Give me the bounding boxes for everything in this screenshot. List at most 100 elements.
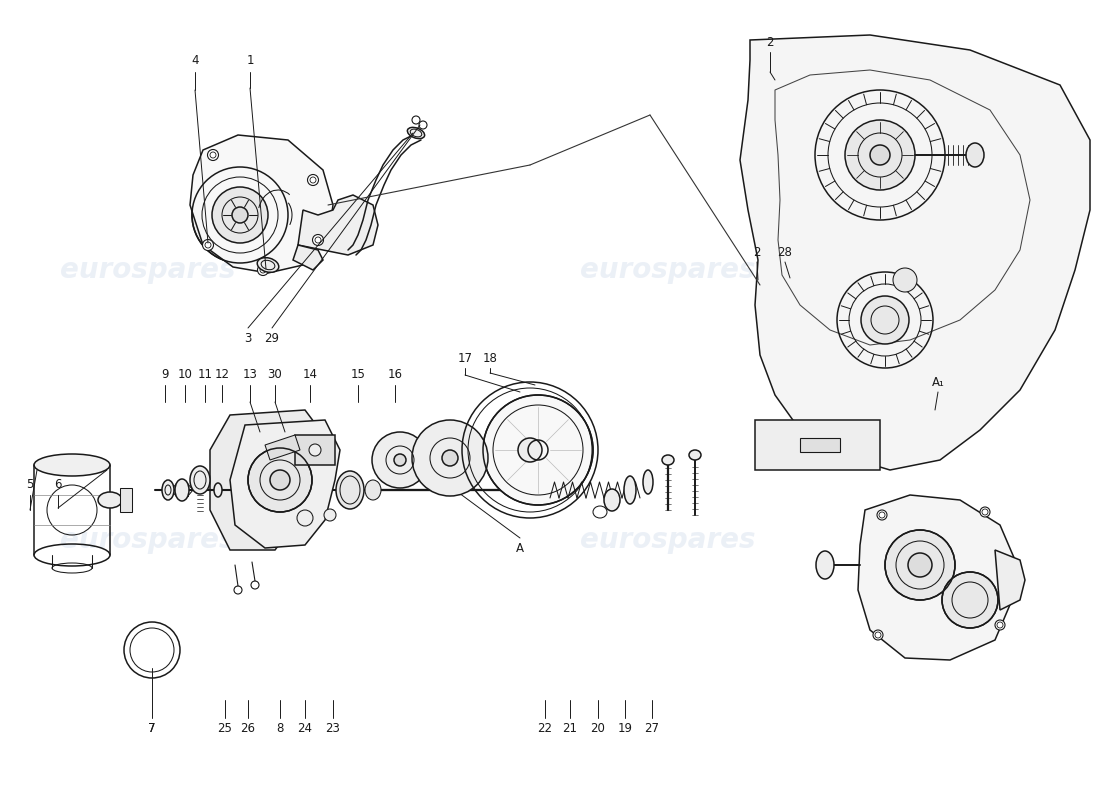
Text: 11: 11 xyxy=(198,369,212,382)
Circle shape xyxy=(208,150,219,161)
Circle shape xyxy=(873,630,883,640)
Ellipse shape xyxy=(624,476,636,504)
Text: 4: 4 xyxy=(191,54,199,66)
Ellipse shape xyxy=(175,479,189,501)
Ellipse shape xyxy=(98,492,122,508)
Circle shape xyxy=(372,432,428,488)
Circle shape xyxy=(845,120,915,190)
Text: 3: 3 xyxy=(244,331,252,345)
Circle shape xyxy=(412,420,488,496)
Polygon shape xyxy=(740,35,1090,470)
Polygon shape xyxy=(120,488,132,512)
Circle shape xyxy=(202,239,213,250)
Text: 14: 14 xyxy=(302,369,318,382)
Polygon shape xyxy=(293,245,323,270)
Polygon shape xyxy=(800,438,840,452)
Circle shape xyxy=(257,265,268,275)
Ellipse shape xyxy=(604,489,620,511)
Text: 7: 7 xyxy=(148,722,156,734)
Circle shape xyxy=(192,167,288,263)
Polygon shape xyxy=(265,435,300,460)
Text: 13: 13 xyxy=(243,369,257,382)
Text: 2: 2 xyxy=(754,246,761,258)
Text: 1: 1 xyxy=(246,54,254,66)
Text: 12: 12 xyxy=(214,369,230,382)
Circle shape xyxy=(980,507,990,517)
Circle shape xyxy=(412,116,420,124)
Circle shape xyxy=(212,187,268,243)
Circle shape xyxy=(942,572,998,628)
Text: eurospares: eurospares xyxy=(580,256,756,284)
Ellipse shape xyxy=(257,258,278,272)
Ellipse shape xyxy=(336,471,364,509)
Text: 15: 15 xyxy=(351,369,365,382)
Text: 20: 20 xyxy=(591,722,605,734)
Text: 16: 16 xyxy=(387,369,403,382)
Ellipse shape xyxy=(162,480,174,500)
Polygon shape xyxy=(858,495,1015,660)
Circle shape xyxy=(861,296,909,344)
Text: 2: 2 xyxy=(767,35,773,49)
Text: 18: 18 xyxy=(483,351,497,365)
Circle shape xyxy=(309,444,321,456)
Text: 22: 22 xyxy=(538,722,552,734)
Circle shape xyxy=(419,121,427,129)
Text: 28: 28 xyxy=(778,246,792,258)
Circle shape xyxy=(996,620,1005,630)
Ellipse shape xyxy=(689,450,701,460)
Polygon shape xyxy=(190,135,333,273)
Ellipse shape xyxy=(662,455,674,465)
Circle shape xyxy=(251,581,258,589)
Circle shape xyxy=(442,450,458,466)
Circle shape xyxy=(518,438,542,462)
Polygon shape xyxy=(295,435,336,465)
Circle shape xyxy=(837,272,933,368)
Circle shape xyxy=(248,448,312,512)
Circle shape xyxy=(297,510,313,526)
Ellipse shape xyxy=(34,454,110,476)
Circle shape xyxy=(815,90,945,220)
Text: 7: 7 xyxy=(148,722,156,734)
Ellipse shape xyxy=(966,143,984,167)
Text: eurospares: eurospares xyxy=(580,526,756,554)
Text: 10: 10 xyxy=(177,369,192,382)
Text: 8: 8 xyxy=(276,722,284,734)
Ellipse shape xyxy=(816,551,834,579)
Ellipse shape xyxy=(344,477,362,503)
Text: 5: 5 xyxy=(26,478,34,491)
Text: 19: 19 xyxy=(617,722,632,734)
Circle shape xyxy=(394,454,406,466)
Circle shape xyxy=(877,510,887,520)
Circle shape xyxy=(234,586,242,594)
Circle shape xyxy=(308,174,319,186)
Text: 26: 26 xyxy=(241,722,255,734)
Text: eurospares: eurospares xyxy=(60,256,235,284)
Text: 21: 21 xyxy=(562,722,578,734)
Circle shape xyxy=(886,530,955,600)
Circle shape xyxy=(893,268,917,292)
Ellipse shape xyxy=(365,480,381,500)
Polygon shape xyxy=(996,550,1025,610)
Polygon shape xyxy=(210,410,320,550)
Polygon shape xyxy=(755,420,880,470)
Ellipse shape xyxy=(644,470,653,494)
Circle shape xyxy=(870,145,890,165)
Text: 24: 24 xyxy=(297,722,312,734)
Text: eurospares: eurospares xyxy=(60,526,235,554)
Circle shape xyxy=(270,470,290,490)
Text: 9: 9 xyxy=(162,369,168,382)
Polygon shape xyxy=(230,420,340,548)
Ellipse shape xyxy=(214,483,222,497)
Text: 6: 6 xyxy=(54,478,62,491)
Text: 30: 30 xyxy=(267,369,283,382)
Circle shape xyxy=(483,395,593,505)
Text: 17: 17 xyxy=(458,351,473,365)
Ellipse shape xyxy=(407,127,425,138)
Ellipse shape xyxy=(190,466,210,494)
Circle shape xyxy=(324,509,336,521)
Circle shape xyxy=(312,234,323,246)
Text: 25: 25 xyxy=(218,722,232,734)
Circle shape xyxy=(908,553,932,577)
Text: A: A xyxy=(516,542,524,554)
Text: 23: 23 xyxy=(326,722,340,734)
